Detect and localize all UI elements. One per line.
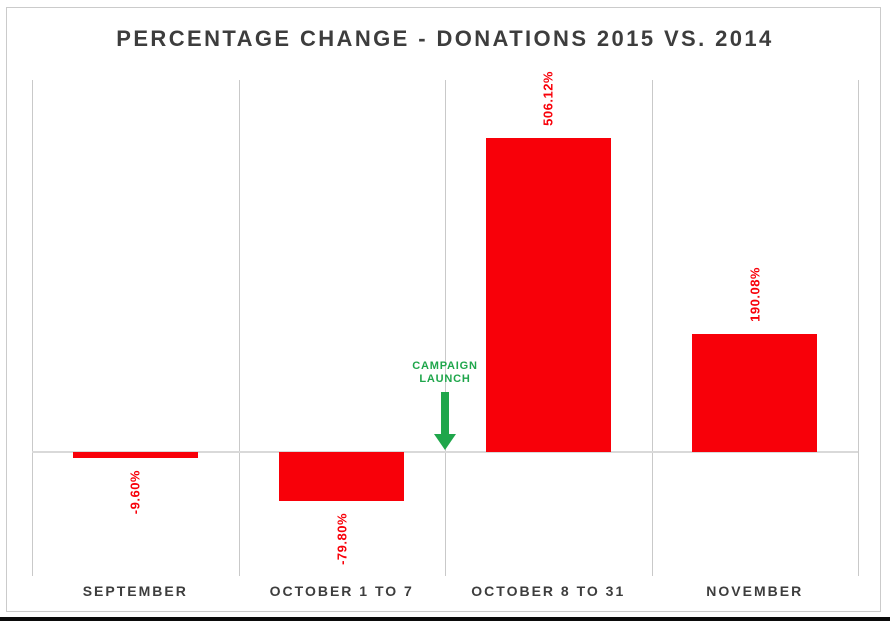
bar-september bbox=[72, 452, 198, 458]
x-axis-labels: SEPTEMBER OCTOBER 1 TO 7 OCTOBER 8 TO 31 NO… bbox=[32, 583, 858, 599]
column-gridline bbox=[239, 80, 240, 576]
chart-frame bbox=[6, 7, 881, 612]
column-gridline bbox=[32, 80, 33, 576]
bar-october-1-to-7 bbox=[279, 452, 405, 502]
bar-october-8-to-31 bbox=[485, 138, 611, 452]
value-label-october-8-to-31: 506.12% bbox=[540, 71, 556, 127]
zero-baseline bbox=[32, 451, 858, 453]
campaign-launch-line1: CAMPAIGN bbox=[412, 360, 478, 372]
column-gridline bbox=[445, 80, 446, 576]
bar-november bbox=[692, 334, 818, 452]
value-label-october-1-to-7: -79.80% bbox=[334, 513, 350, 566]
plot-area: -9.60% -79.80% 506.12% 190.08% bbox=[32, 71, 859, 576]
column-gridline bbox=[652, 80, 653, 576]
x-axis-label-october-1-to-7: OCTOBER 1 TO 7 bbox=[269, 583, 414, 599]
campaign-launch-arrow-icon bbox=[441, 392, 449, 434]
chart-title: PERCENTAGE CHANGE - DONATIONS 2015 VS. 2… bbox=[116, 26, 774, 51]
campaign-launch-arrowhead-icon bbox=[434, 434, 456, 450]
value-label-november: 190.08% bbox=[747, 267, 763, 323]
window-bottom-edge bbox=[0, 617, 890, 621]
x-axis-label-september: SEPTEMBER bbox=[82, 583, 188, 599]
campaign-launch-line2: LAUNCH bbox=[419, 373, 471, 385]
x-axis-label-october-8-to-31: OCTOBER 8 TO 31 bbox=[471, 583, 626, 599]
x-axis-label-november: NOVEMBER bbox=[706, 583, 804, 599]
column-gridline bbox=[858, 80, 859, 576]
campaign-launch-label: CAMPAIGN LAUNCH bbox=[412, 360, 477, 386]
value-label-september: -9.60% bbox=[127, 469, 143, 515]
